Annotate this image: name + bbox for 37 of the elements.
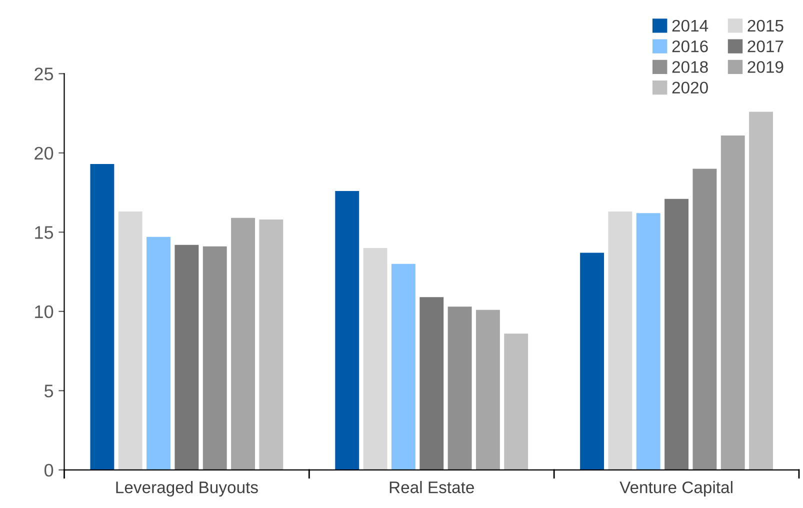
bar [664, 198, 688, 470]
y-tick-label: 10 [35, 305, 54, 318]
bar [202, 246, 227, 470]
legend-label: 2014 [672, 20, 708, 32]
x-tick-label: Real Estate [390, 481, 474, 494]
x-tick-label: Venture Capital [620, 481, 732, 497]
x-tick-label: Leveraged Buyouts [116, 481, 258, 497]
bar [391, 264, 416, 470]
bar [90, 164, 114, 470]
y-tick-label: 0 [44, 464, 54, 477]
bar [749, 112, 773, 470]
y-tick-label: 20 [34, 146, 54, 160]
bar [420, 297, 444, 470]
legend-label: 2018 [672, 61, 708, 73]
legend-label: 2020 [672, 82, 708, 94]
legend-label: 2019 [748, 61, 784, 73]
legend-label: 2016 [672, 40, 708, 52]
bar [118, 212, 142, 470]
bar [692, 168, 717, 470]
bar [448, 306, 472, 470]
bar [636, 213, 660, 470]
bar [335, 190, 360, 470]
bar [231, 218, 255, 470]
bar [146, 236, 171, 470]
bar [363, 248, 388, 470]
bar [720, 135, 745, 470]
bar [608, 212, 632, 470]
legend-label: 2017 [748, 40, 784, 52]
bar [259, 219, 284, 470]
bar [580, 252, 604, 470]
y-tick-label: 15 [35, 226, 54, 239]
legend-label: 2015 [748, 20, 784, 32]
y-tick-label: 25 [34, 68, 54, 80]
y-tick-label: 5 [44, 384, 54, 398]
bar [174, 244, 199, 470]
bar [476, 310, 500, 470]
bar [504, 334, 528, 470]
